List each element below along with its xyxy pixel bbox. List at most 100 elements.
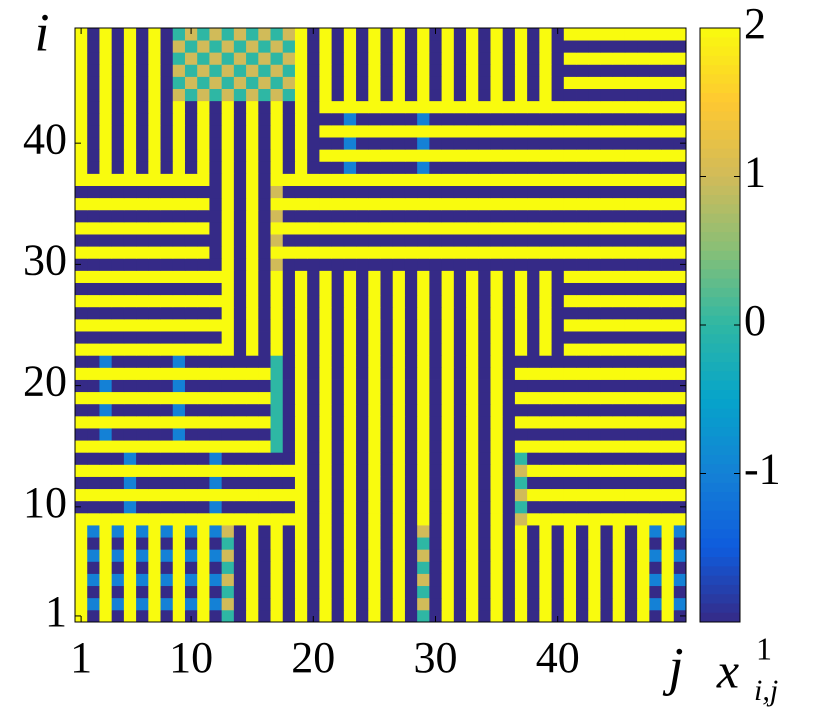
cell [490,561,504,574]
cell [331,585,345,599]
cell [404,246,418,259]
cell [527,270,540,283]
cell [441,428,455,441]
cell [319,525,333,538]
cell [404,585,418,599]
colorbar-band [700,278,740,289]
cell [637,306,650,320]
cell [356,112,369,126]
cell [563,40,577,53]
cell [111,270,125,283]
cell [453,464,467,477]
cell [99,561,113,574]
cell [343,403,357,417]
cell [539,597,552,611]
cell [588,549,601,562]
cell [270,525,284,538]
cell [307,476,320,490]
cell [637,500,650,514]
cell [75,415,88,429]
cell [380,367,394,380]
cell [453,149,467,162]
cell [527,355,540,368]
cell [209,64,223,77]
cell [612,306,626,320]
cell [600,573,614,587]
cell [233,452,247,465]
cell [282,100,296,114]
cell [514,76,528,90]
cell [612,464,626,477]
colorbar-band [700,566,740,577]
cell [637,173,650,186]
cell [343,52,357,65]
cell [246,331,259,344]
cell [588,282,601,296]
cell [514,137,528,150]
cell [123,88,137,102]
cell [417,440,430,453]
cell [539,512,552,526]
cell [123,173,137,186]
cell [75,112,88,126]
cell [478,137,491,150]
cell [294,161,308,174]
cell [600,440,614,453]
cell [551,415,565,429]
cell [612,100,626,114]
cell [490,306,504,320]
cell [111,476,125,490]
cell [209,367,223,380]
colorbar-band [700,594,740,604]
cell [380,221,394,235]
cell [184,306,198,320]
cell [673,573,687,587]
cell [404,391,418,405]
cell [624,500,638,514]
cell [294,391,308,405]
cell [160,440,174,453]
cell [466,258,479,271]
cell [87,549,100,562]
cell [576,185,589,199]
cell [551,100,565,114]
cell [221,137,235,150]
cell [466,525,479,538]
cell [307,52,320,65]
cell [576,124,589,138]
cell [624,306,638,320]
colorbar-band [700,315,740,326]
cell [148,124,161,138]
cell [246,597,259,611]
cell [331,561,345,574]
cell [294,355,308,368]
cell [111,88,125,102]
x-tick-label: 1 [70,633,92,682]
cell [661,282,675,296]
cell [404,500,418,514]
colorbar [700,28,740,623]
cell [184,428,198,441]
cell [197,100,210,114]
cell [197,161,210,174]
cell [588,161,601,174]
cell [551,112,565,126]
cell [380,40,394,53]
cell [136,258,149,271]
colorbar-band [700,28,740,38]
cell [392,488,406,502]
x-tick-label: 10 [169,633,213,682]
cell [624,488,638,502]
cell [466,343,479,356]
cell [588,367,601,380]
cell [136,343,149,356]
cell [563,185,577,199]
y-axis-label: i [34,2,49,62]
cell [527,76,540,90]
cell [551,452,565,465]
cell [123,525,137,538]
cell [136,452,149,465]
cell [294,137,308,150]
cell [441,440,455,453]
cell [75,512,88,526]
